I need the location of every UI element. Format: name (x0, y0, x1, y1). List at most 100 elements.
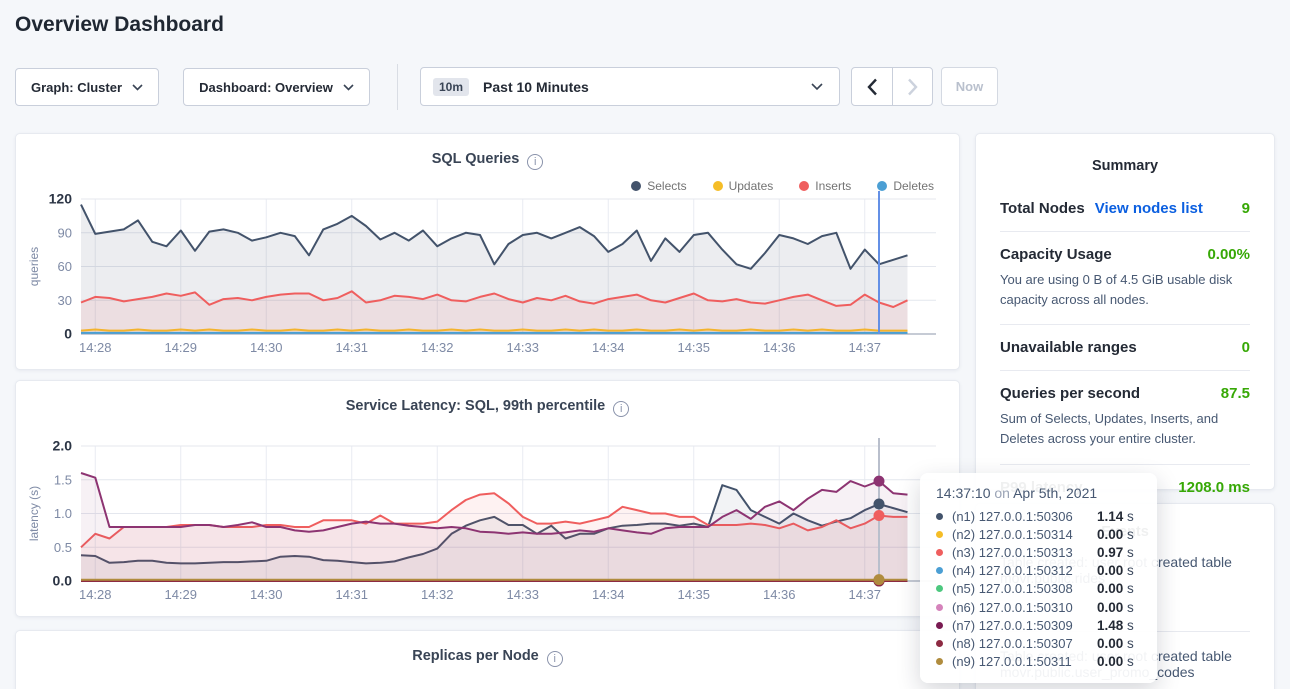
tooltip-row: (n4) 127.0.0.1:50312 0.00 s (936, 562, 1143, 580)
svg-text:14:32: 14:32 (421, 587, 454, 602)
svg-text:14:37: 14:37 (848, 340, 881, 355)
tooltip-row: (n6) 127.0.0.1:50310 0.00 s (936, 598, 1143, 616)
time-back-button[interactable] (852, 68, 892, 105)
svg-text:14:36: 14:36 (763, 587, 796, 602)
replicas-title: Replicas per Nodei (16, 648, 959, 667)
svg-text:14:30: 14:30 (250, 587, 283, 602)
tooltip-rows: (n1) 127.0.0.1:503061.14 s(n2) 127.0.0.1… (936, 507, 1143, 671)
chevron-down-icon (811, 83, 823, 91)
summary-row-qps: Queries per second 87.5 Sum of Selects, … (1000, 371, 1250, 464)
node-address: (n6) 127.0.0.1:50310 (952, 600, 1073, 615)
svg-text:14:30: 14:30 (250, 340, 283, 355)
node-color-dot (936, 513, 943, 520)
node-color-dot (936, 604, 943, 611)
svg-text:14:37: 14:37 (848, 587, 881, 602)
capacity-label: Capacity Usage (1000, 246, 1112, 263)
summary-panel: Summary Total Nodes View nodes list 9 Ca… (975, 133, 1275, 490)
node-latency-value: 0.00 s (1097, 563, 1143, 578)
svg-text:14:32: 14:32 (421, 340, 454, 355)
node-latency-value: 0.00 s (1097, 600, 1143, 615)
time-range-dropdown[interactable]: 10m Past 10 Minutes (420, 67, 840, 106)
node-color-dot (936, 622, 943, 629)
now-button[interactable]: Now (941, 67, 998, 106)
tooltip-row: (n5) 127.0.0.1:50308 0.00 s (936, 580, 1143, 598)
node-address: (n1) 127.0.0.1:50306 (952, 509, 1073, 524)
svg-text:14:29: 14:29 (164, 587, 197, 602)
chevron-down-icon (343, 84, 354, 91)
node-address: (n9) 127.0.0.1:50311 (952, 654, 1072, 669)
capacity-value: 0.00% (1207, 246, 1250, 263)
svg-text:14:34: 14:34 (592, 587, 625, 602)
p99-latency-value: 1208.0 ms (1178, 479, 1250, 496)
node-latency-value: 0.00 s (1097, 654, 1143, 669)
node-latency-value: 1.14 s (1097, 509, 1143, 524)
replicas-panel: Replicas per Nodei (15, 630, 960, 689)
svg-text:1.5: 1.5 (54, 472, 72, 487)
node-address: (n3) 127.0.0.1:50313 (952, 545, 1073, 560)
svg-text:60: 60 (58, 259, 72, 274)
node-address: (n8) 127.0.0.1:50307 (952, 636, 1073, 651)
time-range-label: Past 10 Minutes (483, 79, 801, 95)
view-nodes-list-link[interactable]: View nodes list (1095, 200, 1203, 217)
dashboard-dropdown-label: Dashboard: Overview (199, 80, 333, 95)
svg-text:14:33: 14:33 (506, 340, 539, 355)
node-latency-value: 0.97 s (1097, 545, 1143, 560)
info-icon[interactable]: i (547, 651, 563, 667)
node-address: (n4) 127.0.0.1:50312 (952, 563, 1073, 578)
tooltip-row: (n9) 127.0.0.1:50311 0.00 s (936, 653, 1143, 671)
total-nodes-value: 9 (1242, 200, 1250, 217)
time-range-badge: 10m (433, 78, 469, 96)
qps-label: Queries per second (1000, 385, 1140, 402)
svg-text:1.0: 1.0 (54, 506, 72, 521)
svg-text:90: 90 (58, 225, 72, 240)
svg-text:120: 120 (49, 191, 73, 207)
svg-text:latency (s): latency (s) (27, 486, 41, 541)
chevron-left-icon (867, 78, 878, 96)
tooltip-row: (n2) 127.0.0.1:503140.00 s (936, 525, 1143, 543)
svg-text:0.5: 0.5 (54, 540, 72, 555)
service-latency-panel: Service Latency: SQL, 99th percentilei 1… (15, 380, 960, 617)
tooltip-timestamp: 14:37:10 on Apr 5th, 2021 (936, 485, 1143, 501)
node-latency-value: 1.48 s (1097, 618, 1143, 633)
time-step-buttons (851, 67, 933, 106)
svg-text:14:35: 14:35 (677, 587, 710, 602)
dashboard-dropdown[interactable]: Dashboard: Overview (183, 68, 370, 106)
summary-row-unavailable: Unavailable ranges 0 (1000, 325, 1250, 371)
svg-text:14:29: 14:29 (164, 340, 197, 355)
node-address: (n2) 127.0.0.1:50314 (952, 527, 1073, 542)
svg-text:14:34: 14:34 (592, 340, 625, 355)
tooltip-row: (n7) 127.0.0.1:50309 1.48 s (936, 616, 1143, 634)
sql-queries-svg: 14:28 14:29 14:30 14:31 14:32 14:33 14:34 14:35… (16, 134, 961, 362)
node-color-dot (936, 640, 943, 647)
svg-text:30: 30 (58, 293, 72, 308)
node-color-dot (936, 549, 943, 556)
tooltip-row: (n3) 127.0.0.1:50313 0.97 s (936, 543, 1143, 561)
graph-dropdown-label: Graph: Cluster (31, 80, 122, 95)
node-latency-value: 0.00 s (1097, 636, 1143, 651)
graph-dropdown[interactable]: Graph: Cluster (15, 68, 159, 106)
summary-title: Summary (1000, 158, 1250, 174)
svg-text:14:35: 14:35 (677, 340, 710, 355)
node-color-dot (936, 531, 943, 538)
qps-value: 87.5 (1221, 385, 1250, 402)
svg-text:2.0: 2.0 (53, 438, 73, 454)
time-forward-button[interactable] (892, 68, 932, 105)
node-latency-value: 0.00 s (1097, 581, 1143, 596)
chart-hover-tooltip: 14:37:10 on Apr 5th, 2021 (n1) 127.0.0.1… (920, 473, 1157, 683)
svg-text:14:28: 14:28 (79, 340, 112, 355)
node-address: (n5) 127.0.0.1:50308 (952, 581, 1073, 596)
svg-text:0.0: 0.0 (53, 573, 73, 589)
sql-queries-panel: SQL Queriesi SelectsUpdatesInsertsDelete… (15, 133, 960, 370)
total-nodes-label: Total Nodes (1000, 200, 1085, 217)
svg-text:14:31: 14:31 (335, 340, 368, 355)
node-address: (n7) 127.0.0.1:50309 (952, 618, 1073, 633)
svg-text:14:28: 14:28 (79, 587, 112, 602)
tooltip-row: (n8) 127.0.0.1:50307 0.00 s (936, 634, 1143, 652)
page-title: Overview Dashboard (15, 13, 224, 37)
unavailable-ranges-label: Unavailable ranges (1000, 339, 1137, 356)
svg-text:queries: queries (27, 247, 41, 286)
node-color-dot (936, 658, 943, 665)
svg-text:14:33: 14:33 (506, 587, 539, 602)
summary-row-capacity: Capacity Usage 0.00% You are using 0 B o… (1000, 232, 1250, 325)
capacity-description: You are using 0 B of 4.5 GiB usable disk… (1000, 270, 1250, 310)
